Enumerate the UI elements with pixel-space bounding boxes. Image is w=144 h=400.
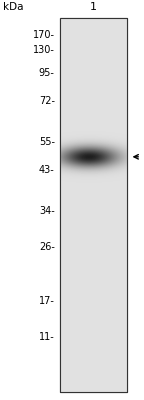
Text: kDa: kDa	[3, 2, 23, 12]
Text: 1: 1	[90, 2, 97, 12]
Text: 72-: 72-	[39, 96, 55, 106]
Text: 170-: 170-	[33, 30, 55, 40]
Text: 55-: 55-	[39, 137, 55, 147]
Text: 34-: 34-	[39, 206, 55, 216]
Text: 43-: 43-	[39, 166, 55, 175]
Text: 17-: 17-	[39, 296, 55, 306]
Text: 95-: 95-	[39, 68, 55, 78]
Text: 26-: 26-	[39, 242, 55, 252]
Text: 130-: 130-	[33, 45, 55, 55]
FancyBboxPatch shape	[60, 18, 127, 392]
Text: 11-: 11-	[39, 332, 55, 342]
